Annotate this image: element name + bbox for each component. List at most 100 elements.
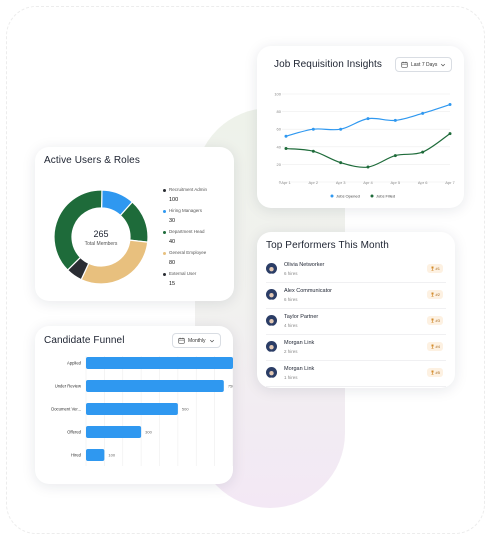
category-label: Under Review [55,384,82,389]
job-requisition-title: Job Requisition Insights [274,59,383,70]
y-tick-label: 40 [277,144,282,149]
legend-value: 80 [169,260,176,266]
x-tick-label: Apr 4 [363,180,373,185]
total-members-label: Total Members [84,241,118,247]
category-label: Document Ver... [51,407,81,412]
x-tick-label: Apr 7 [445,180,455,185]
job-range-label: Last 7 Days [411,61,438,68]
row-divider [266,308,446,309]
legend-dot [163,189,166,192]
rank-badge: #5 [426,368,443,377]
candidate-funnel-card: Candidate Funnel Monthly Applied800Under… [35,326,233,484]
top-performers-title: Top Performers This Month [266,240,389,251]
funnel-bar [86,449,105,461]
rank-label: #5 [435,370,440,375]
trophy-icon [431,318,434,323]
data-point [448,132,452,136]
avatar [266,315,277,326]
trophy-icon [431,292,434,297]
calendar-icon [178,337,185,344]
performer-row[interactable]: Alex Communicator 6 hires #2 [257,286,455,312]
bar-value-label: 300 [145,430,152,435]
performer-hires: 6 hires [284,297,298,302]
funnel-range-dropdown[interactable]: Monthly [172,333,221,348]
bar-value-label: 100 [108,453,115,458]
legend-label: Jobs Filled [376,194,395,199]
trophy-icon [431,344,434,349]
data-point [366,117,370,121]
performer-row[interactable]: Taylor Partner 4 hires #3 [257,312,455,338]
performer-name: Morgan Link [284,340,315,346]
data-point [284,147,288,151]
performer-row[interactable]: Morgan Link 1 hires #5 [257,364,455,390]
x-tick-label: Apr 3 [336,180,346,185]
series-line-2 [285,133,451,168]
legend-label: General Employee [169,250,207,255]
legend-dot [163,231,166,234]
data-point [421,150,425,154]
donut-slice [53,189,103,271]
performer-row[interactable]: Olivia Networker 6 hires #1 [257,260,455,286]
x-tick-label: Apr 5 [391,180,401,185]
performer-hires: 1 hires [284,375,298,380]
rank-label: #4 [435,344,440,349]
funnel-bar [86,380,224,392]
performer-name: Taylor Partner [284,314,319,320]
data-point [311,127,315,131]
legend-label: Recruitment Admin [169,187,208,192]
bar-value-label: 500 [182,407,189,412]
funnel-title: Candidate Funnel [44,335,125,346]
y-tick-label: 60 [277,127,282,132]
data-point [339,127,343,131]
funnel-bar [86,426,142,438]
x-tick-label: Apr 1 [281,180,291,185]
users-donut-chart [53,189,149,285]
rank-label: #2 [435,292,440,297]
category-label: Applied [67,361,82,366]
trophy-icon [431,370,434,375]
row-divider [266,360,446,361]
legend-label: Jobs Opened [336,194,360,199]
legend-value: 30 [169,218,176,224]
legend-label: External User [169,271,197,276]
avatar [266,289,277,300]
trophy-icon [431,266,434,271]
legend-dot [163,252,166,255]
y-tick-label: 100 [274,92,281,97]
row-divider [266,334,446,335]
category-label: Hired [71,453,82,458]
rank-badge: #1 [426,264,443,273]
x-tick-label: Apr 2 [309,180,319,185]
x-tick-label: Apr 6 [418,180,428,185]
data-point [339,161,343,165]
row-divider [266,386,446,387]
rank-badge: #3 [426,316,443,325]
performer-name: Morgan Link [284,366,315,372]
rank-badge: #4 [426,342,443,351]
legend-label: Hiring Managers [169,208,203,213]
legend-dot [330,194,334,198]
data-point [284,134,288,138]
legend-value: 15 [169,281,176,287]
bar-value-label: 750 [228,384,233,389]
performer-hires: 2 hires [284,349,298,354]
total-members-value: 265 [93,229,109,239]
rank-badge: #2 [426,290,443,299]
data-point [393,154,397,158]
job-range-dropdown[interactable]: Last 7 Days [395,57,453,72]
category-label: Offered [67,430,82,435]
legend-dot [370,194,374,198]
data-point [393,118,397,122]
avatar [266,263,277,274]
y-tick-label: 80 [277,109,282,114]
calendar-icon [401,61,408,68]
top-performers-card: Top Performers This Month Olivia Network… [257,232,455,388]
performer-name: Alex Communicator [284,288,332,294]
funnel-bar [86,403,178,415]
avatar [266,341,277,352]
performer-row[interactable]: Morgan Link 2 hires #4 [257,338,455,364]
funnel-range-label: Monthly [188,337,206,344]
series-line-1 [285,103,451,137]
chevron-down-icon [209,339,214,342]
performer-hires: 6 hires [284,271,298,276]
